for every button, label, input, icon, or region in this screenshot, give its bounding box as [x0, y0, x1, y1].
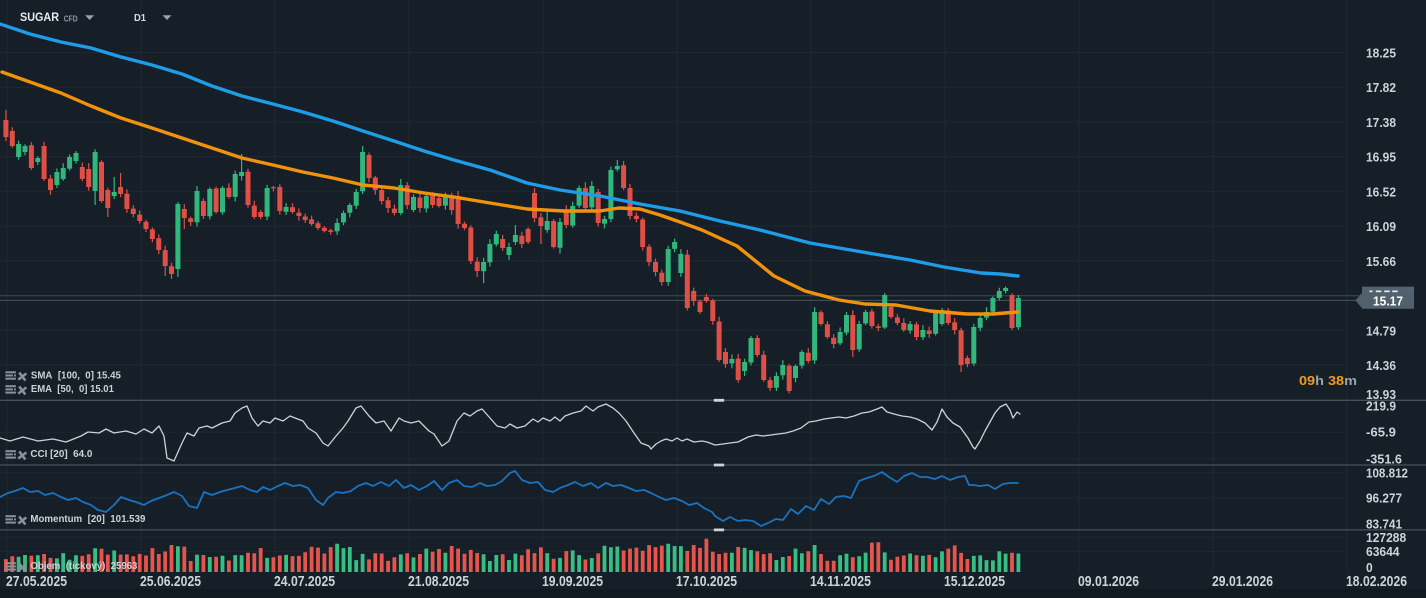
- svg-text:16.52: 16.52: [1366, 184, 1396, 199]
- svg-text:17.82: 17.82: [1366, 80, 1396, 95]
- svg-text:15.17: 15.17: [1373, 294, 1403, 309]
- svg-text:15.12.2025: 15.12.2025: [944, 574, 1005, 590]
- svg-text:Objem (tickový) 25963: Objem (tickový) 25963: [30, 561, 137, 572]
- svg-text:14.79: 14.79: [1366, 323, 1396, 338]
- svg-text:14.11.2025: 14.11.2025: [810, 574, 871, 590]
- svg-text:EMA [50, 0] 15.01: EMA [50, 0] 15.01: [31, 384, 114, 395]
- svg-text:D1: D1: [134, 12, 146, 24]
- svg-text:63644: 63644: [1366, 544, 1400, 559]
- svg-text:-351.6: -351.6: [1366, 451, 1402, 466]
- svg-text:16.09: 16.09: [1366, 219, 1396, 234]
- svg-text:17.10.2025: 17.10.2025: [676, 574, 737, 590]
- svg-text:09.01.2026: 09.01.2026: [1078, 574, 1139, 590]
- svg-text:17.38: 17.38: [1366, 115, 1396, 130]
- svg-text:14.36: 14.36: [1366, 358, 1396, 373]
- svg-text:96.277: 96.277: [1366, 490, 1402, 505]
- svg-text:24.07.2025: 24.07.2025: [274, 574, 335, 590]
- svg-text:0: 0: [1366, 560, 1373, 575]
- svg-text:108.812: 108.812: [1366, 465, 1408, 480]
- svg-text:Momentum [20] 101.539: Momentum [20] 101.539: [30, 514, 145, 525]
- svg-text:SUGAR: SUGAR: [20, 12, 60, 24]
- svg-text:25.06.2025: 25.06.2025: [140, 574, 201, 590]
- svg-text:21.08.2025: 21.08.2025: [408, 574, 469, 590]
- svg-text:CCI [20] 64.0: CCI [20] 64.0: [30, 449, 92, 460]
- svg-text:127288: 127288: [1366, 530, 1406, 545]
- svg-text:15.66: 15.66: [1366, 254, 1396, 269]
- svg-text:83.741: 83.741: [1366, 517, 1402, 532]
- svg-text:19.09.2025: 19.09.2025: [542, 574, 603, 590]
- svg-text:18.02.2026: 18.02.2026: [1346, 574, 1407, 590]
- svg-text:29.01.2026: 29.01.2026: [1212, 574, 1273, 590]
- svg-text:27.05.2025: 27.05.2025: [6, 574, 67, 590]
- svg-text:09h 38m: 09 h 38 m: [1299, 373, 1357, 388]
- svg-text:16.95: 16.95: [1366, 150, 1396, 165]
- svg-text:219.9: 219.9: [1366, 399, 1396, 414]
- svg-text:13.93: 13.93: [1366, 387, 1396, 402]
- svg-text:CFD: CFD: [64, 14, 78, 24]
- svg-text:SMA [100, 0] 15.45: SMA [100, 0] 15.45: [31, 370, 121, 381]
- svg-text:-65.9: -65.9: [1366, 425, 1396, 440]
- svg-text:18.25: 18.25: [1366, 46, 1396, 61]
